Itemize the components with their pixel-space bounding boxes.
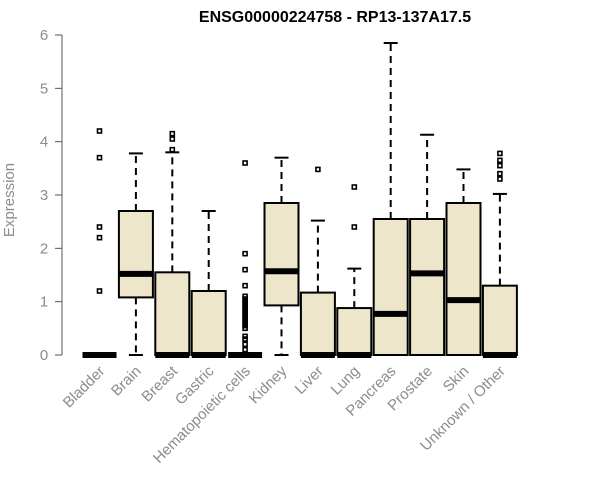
box xyxy=(117,210,154,299)
y-tick-label: 0 xyxy=(40,347,48,364)
outlier-point xyxy=(96,154,103,161)
y-tick-label: 2 xyxy=(40,240,48,257)
x-category-label: Bladder xyxy=(60,363,109,412)
outlier-point xyxy=(497,162,503,169)
box xyxy=(481,284,518,356)
box xyxy=(409,218,446,356)
y-tick-label: 5 xyxy=(40,80,48,97)
outlier-point xyxy=(497,150,503,157)
box xyxy=(299,291,336,357)
y-tick-label: 4 xyxy=(40,134,48,151)
box xyxy=(445,202,482,356)
outlier-point xyxy=(242,282,248,289)
box xyxy=(154,271,191,357)
outlier-point xyxy=(242,333,248,340)
outlier-point xyxy=(315,166,321,173)
outlier-point xyxy=(169,136,176,142)
outlier-point xyxy=(242,346,248,353)
outlier-point xyxy=(96,224,103,230)
outlier-point xyxy=(497,170,503,177)
outlier-point xyxy=(242,266,248,273)
chart-title: ENSG00000224758 - RP13-137A17.5 xyxy=(199,9,471,26)
outlier-point xyxy=(351,184,358,190)
box xyxy=(190,290,227,356)
outlier-point xyxy=(242,341,248,348)
box xyxy=(263,202,300,307)
y-tick-label: 3 xyxy=(40,187,48,204)
outlier-point xyxy=(96,288,103,294)
y-tick-label: 1 xyxy=(40,294,48,311)
y-tick-label: 6 xyxy=(40,27,48,44)
box xyxy=(372,218,409,356)
x-category-label: Skin xyxy=(440,363,473,396)
outlier-point xyxy=(242,250,248,257)
outlier-point xyxy=(242,160,248,166)
outlier-point xyxy=(169,146,176,153)
outlier-point xyxy=(242,293,248,300)
outlier-point xyxy=(96,128,103,134)
x-category-label: Liver xyxy=(292,363,327,398)
outlier-point xyxy=(169,130,176,137)
y-axis-label: Expression xyxy=(1,163,18,237)
outlier-point xyxy=(497,157,503,164)
outlier-point xyxy=(351,224,358,230)
outlier-point xyxy=(96,234,103,241)
box xyxy=(336,307,373,357)
x-category-label: Kidney xyxy=(246,362,291,407)
outlier-point xyxy=(497,176,503,182)
